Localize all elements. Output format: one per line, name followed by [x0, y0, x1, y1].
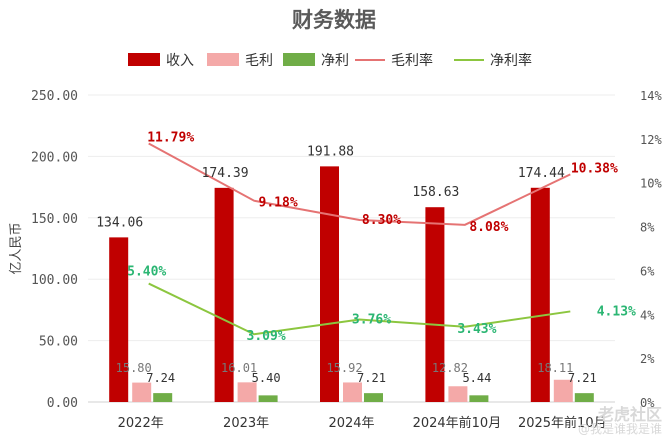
y-tick-label: 100.00	[31, 273, 78, 288]
legend: 收入 毛利 净利 毛利率 净利率	[128, 52, 532, 69]
line-value-label: 3.76%	[352, 313, 391, 328]
y2-tick-label: 6%	[640, 264, 655, 278]
bar	[320, 166, 339, 402]
bar	[448, 386, 468, 402]
line-value-label: 8.30%	[362, 213, 401, 228]
line-value-label: 8.08%	[469, 220, 508, 235]
y-tick-label: 200.00	[31, 150, 78, 165]
line-series	[148, 142, 571, 226]
bar-value-label: 7.21	[568, 371, 597, 385]
line-value-label: 3.09%	[247, 329, 286, 344]
data-labels: 134.06 174.39 191.88 158.63 174.44 15.80 16.01…	[96, 130, 636, 385]
chart-title: 财务数据	[292, 7, 376, 32]
x-tick-label: 2024年	[328, 416, 374, 431]
watermark-logo: 老虎社区	[597, 405, 662, 424]
bar	[153, 393, 173, 402]
legend-swatch	[207, 53, 239, 66]
line-value-label: 9.18%	[259, 196, 298, 211]
legend-label: 收入	[166, 53, 194, 69]
bar-value-label: 5.44	[462, 371, 491, 385]
x-tick-label: 2023年	[223, 416, 269, 431]
bar	[258, 395, 278, 402]
bar	[132, 382, 152, 402]
watermark-handle: @我是谁我是谁	[577, 422, 662, 436]
bar-value-label: 7.24	[146, 371, 175, 385]
bar	[364, 393, 383, 402]
bar	[574, 393, 594, 402]
bar	[553, 379, 573, 402]
bar-value-label: 15.80	[116, 361, 152, 375]
bar-value-label: 7.21	[357, 371, 386, 385]
bar-value-label: 12.82	[432, 361, 468, 375]
legend-swatch	[128, 53, 160, 66]
bar-value-label: 5.40	[252, 371, 281, 385]
y2-tick-label: 2%	[640, 352, 655, 366]
bar	[530, 187, 550, 402]
y2-tick-label: 8%	[640, 221, 655, 235]
watermark: 老虎社区 @我是谁我是谁	[577, 405, 662, 437]
bar	[469, 395, 489, 402]
x-tick-label: 2022年	[118, 416, 164, 431]
y2-tick-label: 12%	[640, 133, 662, 147]
y2-tick-label: 4%	[640, 308, 655, 322]
legend-label: 净利	[321, 53, 349, 69]
axes: 0.00 50.00 100.00 150.00 200.00 250.00 0% 2% 4% 6…	[9, 89, 662, 431]
legend-swatch	[283, 53, 315, 66]
bars	[109, 166, 594, 402]
bar	[237, 382, 257, 402]
line-value-label: 5.40%	[127, 265, 166, 280]
bar-value-label: 134.06	[96, 215, 143, 230]
line-series	[148, 282, 571, 336]
x-tick-label: 2025年前10月	[518, 415, 607, 431]
bar	[109, 237, 129, 402]
y-tick-label: 150.00	[31, 212, 78, 227]
bar-value-label: 174.44	[518, 166, 565, 181]
bar-value-label: 18.11	[537, 361, 573, 375]
legend-label: 毛利率	[391, 52, 433, 69]
line-value-label: 10.38%	[571, 161, 618, 176]
line-value-label: 4.13%	[597, 304, 636, 319]
line-value-label: 3.43%	[457, 322, 496, 337]
line-value-label: 11.79%	[147, 130, 194, 145]
y2-tick-label: 0%	[640, 396, 655, 410]
legend-label: 毛利	[245, 53, 273, 69]
bar-value-label: 16.01	[221, 361, 257, 375]
lines	[148, 142, 571, 336]
bar	[343, 382, 362, 402]
y-tick-label: 250.00	[31, 89, 78, 104]
bar	[214, 187, 234, 402]
bar-value-label: 15.92	[326, 361, 362, 375]
y-tick-label: 0.00	[47, 396, 78, 411]
y2-tick-label: 10%	[640, 177, 662, 191]
bar-value-label: 158.63	[412, 185, 459, 200]
y-axis-label: 亿人民币	[9, 222, 24, 274]
legend-label: 净利率	[490, 52, 532, 69]
bar-value-label: 174.39	[202, 166, 249, 181]
y2-tick-label: 14%	[640, 89, 662, 103]
x-tick-label: 2024年前10月	[413, 415, 502, 431]
bar	[425, 207, 445, 402]
bar-value-label: 191.88	[307, 144, 354, 159]
y-tick-label: 50.00	[39, 335, 78, 350]
